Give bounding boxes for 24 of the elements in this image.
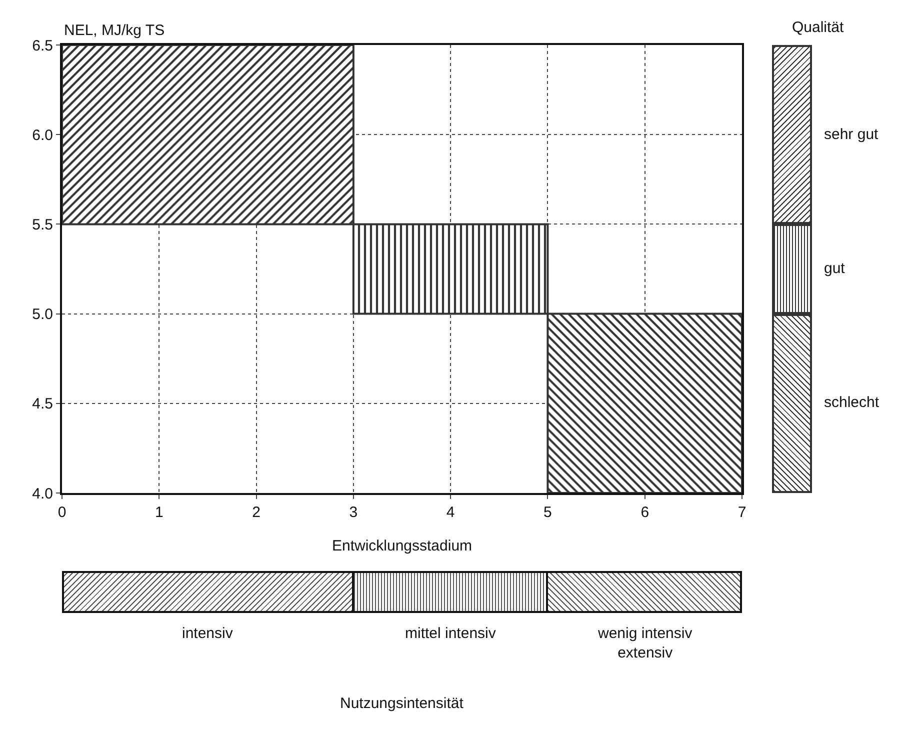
text: intensiv — [182, 625, 234, 642]
y-tick-label: 4.5 — [32, 396, 53, 413]
y-axis-title: NEL, MJ/kg TS — [64, 22, 165, 39]
y-tick-label: 6.0 — [32, 126, 53, 144]
x-tick-label: 6 — [640, 504, 650, 521]
x-tick-label: 2 — [252, 504, 260, 521]
x-tick-label: 1 — [154, 504, 164, 521]
x-tick-label: 7 — [738, 504, 746, 521]
text: mittel intensiv — [405, 625, 496, 642]
text: schlecht — [824, 394, 880, 412]
text: Nutzungsintensität — [340, 695, 464, 712]
x-tick-label: 5 — [544, 504, 552, 521]
x-tick-label: 0 — [58, 504, 66, 521]
legend-title: Qualität — [792, 19, 844, 36]
y-tick-label: 5.0 — [32, 306, 53, 324]
x-tick-label: 3 — [349, 504, 358, 521]
y-tick-label: 6.5 — [32, 37, 53, 54]
y-tick-label: 5.5 — [32, 216, 53, 234]
y-tick-label: 4.0 — [32, 485, 53, 502]
text: wenig intensiv extensiv — [597, 625, 693, 662]
text: sehr gut — [824, 126, 878, 143]
x-tick-label: 4 — [446, 504, 455, 521]
text: gut — [824, 260, 845, 277]
x-axis-title: Entwicklungsstadium — [332, 538, 472, 554]
